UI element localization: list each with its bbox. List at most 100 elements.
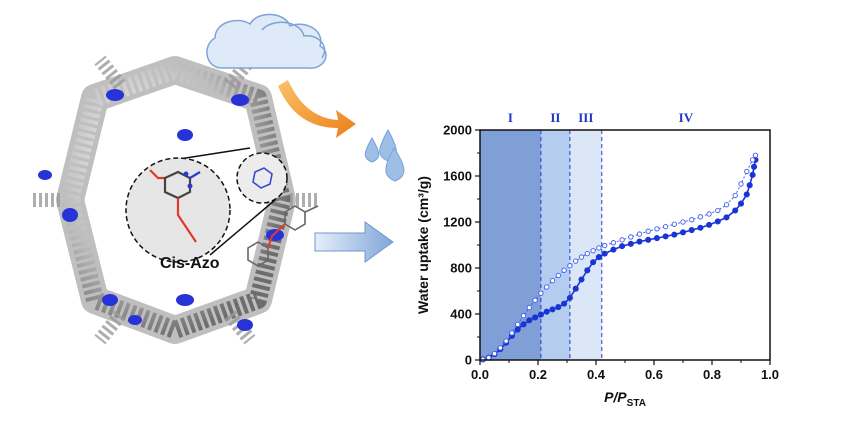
region-label: I [508,110,513,125]
desorption-point [555,272,561,279]
desorption-point [744,168,750,175]
adsorption-point [595,254,602,261]
adsorption-point [619,243,626,250]
desorption-point [732,192,738,199]
desorption-point [680,219,686,225]
framework-structure [30,55,320,345]
desorption-point [671,221,677,227]
desorption-point [509,330,515,336]
adsorption-point [679,229,687,236]
desorption-point [689,217,695,223]
desorption-point [486,355,492,361]
adsorption-point [601,250,608,257]
adsorption-point [526,317,533,324]
adsorption-point [610,246,617,253]
x-tick-label: 0.8 [703,367,721,382]
adsorption-point [627,240,634,247]
water-drops-icon [364,128,405,182]
desorption-point [532,297,538,303]
x-axis-title-main: P/P [604,389,627,405]
y-tick-label: 400 [450,307,472,322]
desorption-point [497,345,503,351]
desorption-point [491,351,498,357]
desorption-point [549,277,556,284]
adsorption-point [671,231,678,238]
adsorption-point [561,300,568,307]
adsorption-point [706,221,713,228]
region-band-1 [480,130,541,360]
cloud-icon [206,13,327,69]
adsorption-point [537,311,544,318]
desorption-point [738,181,744,187]
desorption-point [706,211,712,217]
desorption-point [749,157,756,163]
adsorption-point [532,314,539,321]
isotherm-chart: I II III IV 0.0 0.2 0.4 0.6 0.8 1.00400800120016… [415,110,779,409]
region-band-2 [540,130,570,360]
desorption-point [628,234,634,240]
y-tick-label: 2000 [443,123,472,138]
desorption-point [526,305,532,311]
x-tick-label: 0.0 [471,367,489,382]
adsorption-point [662,233,669,240]
x-axis-title: P/PSTA [604,389,646,409]
x-axis-title-subscript: STA [627,398,646,409]
desorption-point [503,338,509,344]
adsorption-point [746,182,753,189]
zoom-inset: Cis-Azo [125,147,319,272]
adsorption-point [578,276,585,283]
y-tick-label: 0 [465,353,472,368]
adsorption-point [714,218,721,225]
x-tick-label: 0.4 [587,367,606,382]
adsorption-point [572,285,579,292]
adsorption-point [549,306,556,313]
desorption-point [715,207,721,214]
y-axis-title: Water uptake (cm³/g) [415,176,431,314]
adsorption-point [653,235,660,242]
region-label: III [578,110,593,125]
desorption-point [752,152,759,158]
desorption-point [654,226,660,232]
x-tick-label: 0.2 [529,367,547,382]
adsorption-point [743,191,750,198]
desorption-point [578,254,585,260]
desorption-point [662,223,669,230]
adsorption-point [737,200,745,207]
desorption-point [596,245,602,251]
desorption-point [697,214,704,220]
desorption-point [515,321,521,328]
desorption-point [573,258,579,264]
desorption-point [619,237,625,243]
adsorption-point [732,207,739,214]
adsorption-point [750,163,758,170]
desorption-point [561,267,567,273]
desorption-point [584,250,590,257]
desorption-point [723,202,730,208]
desorption-point [602,242,608,249]
desorption-point [567,263,573,269]
desorption-point [544,284,550,290]
x-tick-label: 0.6 [645,367,663,382]
isotherm-series [479,152,759,363]
adsorption-point [749,171,756,178]
desorption-point [610,240,617,246]
condensation-arrow-icon [278,80,356,138]
azo-molecule-icon [149,169,201,243]
desorption-point [520,313,527,319]
adsorption-point [723,214,730,221]
x-tick-label: 1.0 [761,367,779,382]
y-tick-label: 1600 [443,169,472,184]
adsorption-point [645,236,652,243]
adsorption-point [566,294,573,301]
desorption-point [538,290,544,296]
molecule-label: Cis-Azo [160,255,220,272]
region-band-3 [569,130,602,360]
region-label: II [550,110,560,125]
transition-arrow-icon [314,221,394,263]
adsorption-point [584,267,591,274]
adsorption-point [590,259,597,266]
adsorption-point [520,321,527,328]
axis-ticks: 0.0 0.2 0.4 0.6 0.8 1.0 0 400 800 1200 1600 2000 [443,123,779,383]
adsorption-point [555,304,562,311]
